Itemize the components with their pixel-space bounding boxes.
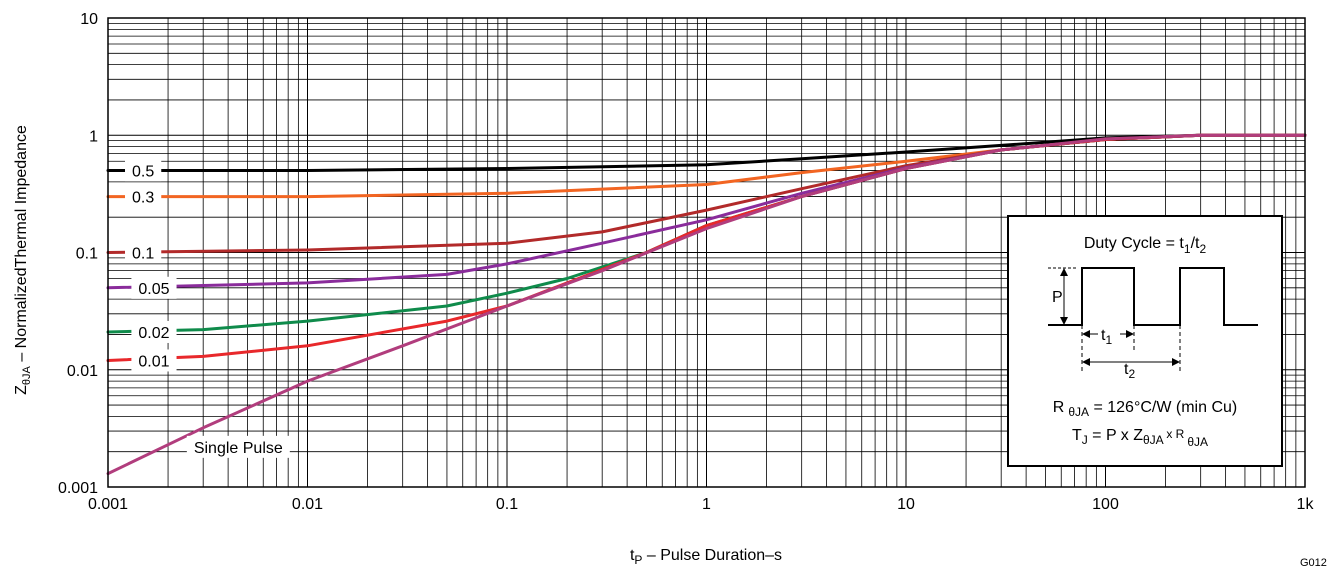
curve-label: 0.02 bbox=[131, 320, 177, 343]
y-tick-label: 0.01 bbox=[67, 363, 98, 380]
inset-formula-t-mid: = P x Z bbox=[1088, 427, 1144, 444]
y-tick-labels: 0.001 0.01 0.1 1 10 bbox=[58, 11, 98, 497]
curve-label-bg bbox=[125, 241, 162, 264]
pulse-waveform bbox=[1048, 267, 1258, 326]
curve-labels: 0.5 0.3 0.1 0.05 0.02 0.01 Single Pulse bbox=[125, 159, 290, 458]
x-tick-label: 0.001 bbox=[88, 496, 128, 513]
y-axis-title-rest: – NormalizedThermal Impedance bbox=[13, 125, 30, 366]
curve-label-text: 0.02 bbox=[138, 325, 169, 342]
t1-label-main: t bbox=[1101, 327, 1106, 344]
curve-label-text: 0.01 bbox=[138, 353, 169, 370]
curve-label-text: 0.3 bbox=[132, 190, 154, 207]
t2-arrow-head-right bbox=[1172, 358, 1180, 366]
curve-label-text: 0.5 bbox=[132, 164, 154, 181]
t2-arrow-head-left bbox=[1082, 358, 1090, 366]
t2-label-sub: 2 bbox=[1128, 367, 1135, 381]
curve-label-bg bbox=[125, 185, 162, 208]
y-tick-label: 10 bbox=[80, 11, 98, 28]
inset-formula-t-sub3: θJA bbox=[1187, 435, 1208, 449]
inset-title-sub1: 1 bbox=[1184, 242, 1191, 256]
x-tick-labels: 0.001 0.01 0.1 1 10 100 1k bbox=[88, 496, 1314, 513]
inset-title: Duty Cycle = t1/t2 bbox=[1084, 235, 1207, 256]
curve-label-bg bbox=[131, 349, 177, 372]
inset-formula-r-rest: = 126°C/W (min Cu) bbox=[1089, 399, 1237, 416]
curve-label: 0.1 bbox=[125, 241, 162, 264]
t1-arrow-head-left bbox=[1082, 330, 1090, 338]
curve-label: 0.05 bbox=[131, 276, 177, 299]
y-axis-title-sub: θJA bbox=[21, 365, 33, 385]
p-arrow-head-down bbox=[1060, 317, 1068, 325]
plot-frame bbox=[107, 17, 1306, 488]
grid bbox=[107, 18, 1305, 488]
y-axis-title-main: Z bbox=[13, 385, 30, 395]
curve-label-text: Single Pulse bbox=[194, 440, 283, 457]
curve-label: 0.5 bbox=[125, 159, 162, 182]
inset-formula-t-sub1: J bbox=[1082, 433, 1088, 447]
t1-label-bg bbox=[1098, 322, 1120, 342]
t2-label-main: t bbox=[1124, 361, 1129, 378]
curve-label: Single Pulse bbox=[186, 435, 290, 458]
series-lines bbox=[106, 133, 1307, 476]
x-tick-label: 100 bbox=[1092, 496, 1119, 513]
x-axis-title: tP – Pulse Duration–s bbox=[630, 547, 782, 567]
t1-arrow-head-right bbox=[1126, 330, 1134, 338]
t2-label: t2 bbox=[1124, 361, 1135, 381]
figure-code: G012 bbox=[1300, 557, 1327, 568]
curve-label-text: 0.1 bbox=[132, 246, 154, 263]
curve-label: 0.3 bbox=[125, 185, 162, 208]
x-tick-label: 0.1 bbox=[496, 496, 518, 513]
inset-title-slash: /t bbox=[1191, 235, 1200, 252]
curve-label-bg bbox=[125, 159, 162, 182]
x-tick-label: 0.01 bbox=[292, 496, 323, 513]
series-line-single-pulse bbox=[106, 133, 1307, 476]
inset-box bbox=[1007, 215, 1283, 467]
y-tick-label: 0.1 bbox=[76, 246, 98, 263]
inset-formula-t-main: T bbox=[1072, 427, 1082, 444]
curve-label-bg bbox=[131, 320, 177, 343]
inset-formula-r-main: R bbox=[1053, 399, 1065, 416]
t1-label: t1 bbox=[1101, 327, 1112, 347]
x-axis-title-sub: P bbox=[634, 553, 642, 567]
inset-title-main: Duty Cycle = t bbox=[1084, 235, 1185, 252]
p-label: P bbox=[1052, 289, 1063, 306]
p-arrow-head-up bbox=[1060, 268, 1068, 276]
t1-label-sub: 1 bbox=[1105, 333, 1112, 347]
inset-formula-t-sub2: θJA bbox=[1143, 433, 1164, 447]
inset-formula-r-sub: θJA bbox=[1068, 405, 1089, 419]
curve-label-bg bbox=[186, 435, 290, 458]
y-tick-label: 0.001 bbox=[58, 480, 98, 497]
x-tick-label: 10 bbox=[897, 496, 915, 513]
curve-label-bg bbox=[131, 276, 177, 299]
curve-label-text: 0.05 bbox=[138, 281, 169, 298]
x-axis-title-rest: – Pulse Duration–s bbox=[642, 547, 782, 564]
inset-title-sub2: 2 bbox=[1199, 242, 1206, 256]
y-tick-label: 1 bbox=[89, 128, 98, 145]
y-axis-title: ZθJA – NormalizedThermal Impedance bbox=[13, 125, 33, 395]
inset-formula-t-xr: x R bbox=[1163, 427, 1185, 441]
x-tick-label: 1k bbox=[1297, 496, 1315, 513]
inset-formula-t: TJ = P x ZθJA x RθJA bbox=[1072, 427, 1208, 449]
curve-label: 0.01 bbox=[131, 349, 177, 372]
x-axis-title-main: t bbox=[630, 547, 635, 564]
x-tick-label: 1 bbox=[702, 496, 711, 513]
